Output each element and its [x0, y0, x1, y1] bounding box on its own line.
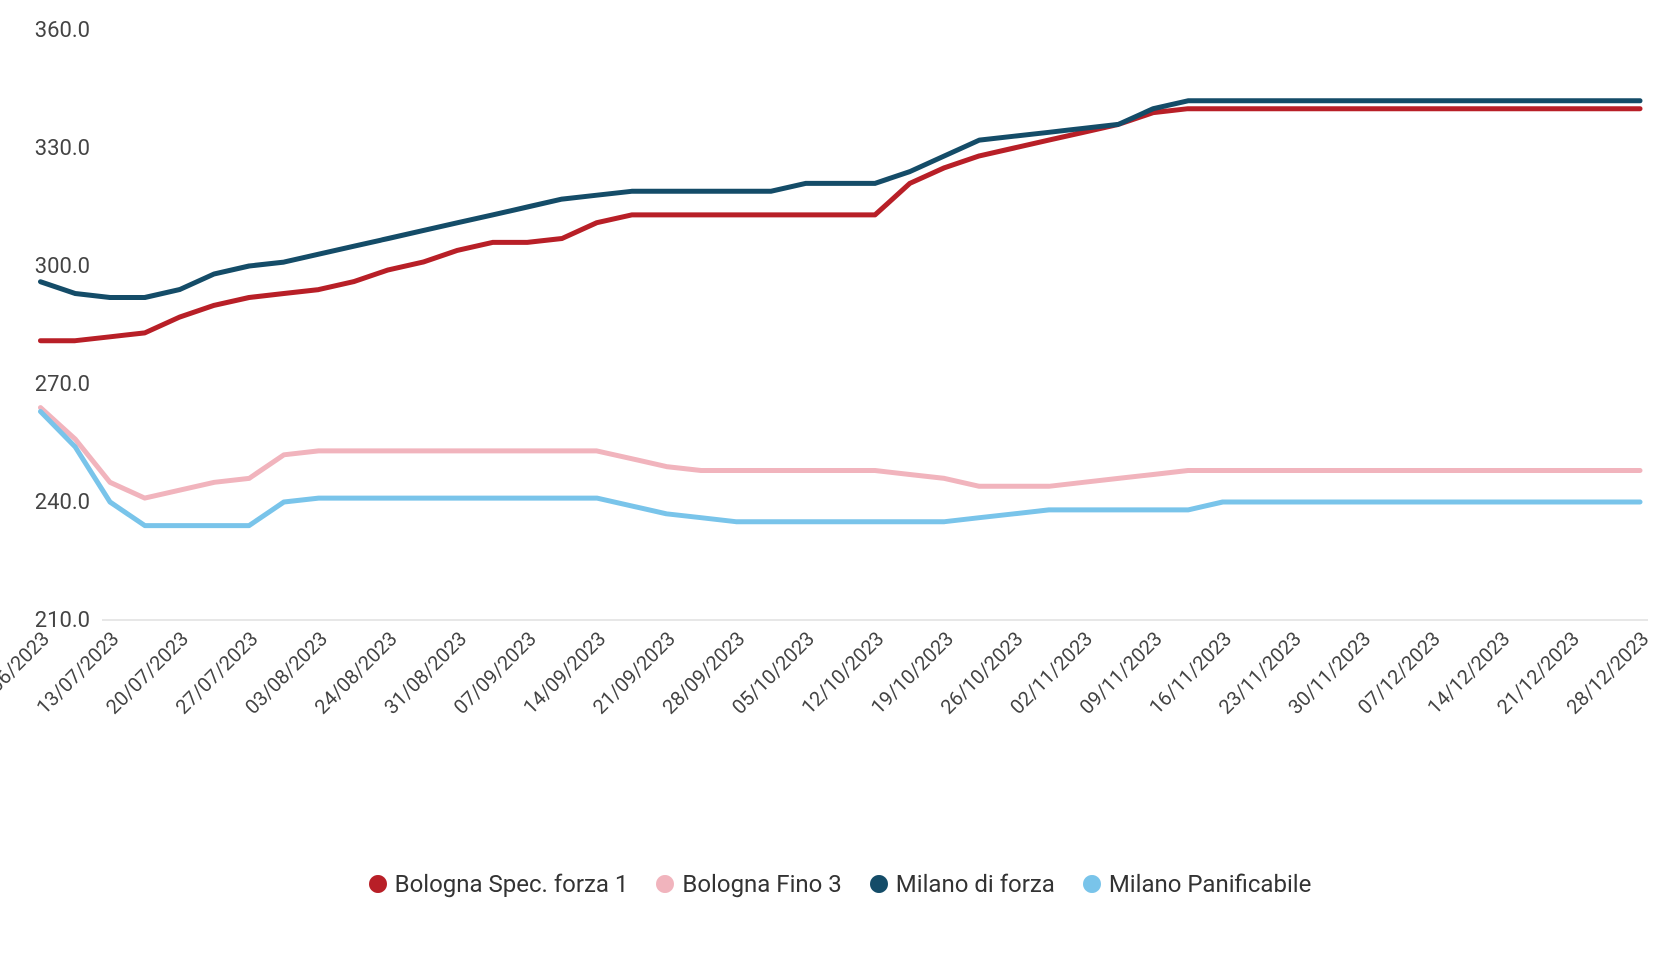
y-tick-label: 360.0 [35, 18, 90, 43]
legend-item: Milano Panificabile [1083, 870, 1312, 898]
series-line [41, 101, 1641, 298]
legend-item: Bologna Spec. forza 1 [369, 870, 629, 898]
chart-svg: 360.0330.0300.0270.0240.0210.008/06/2023… [0, 0, 1680, 820]
legend-item: Milano di forza [870, 870, 1055, 898]
legend-label: Milano Panificabile [1109, 870, 1312, 898]
legend-label: Milano di forza [896, 870, 1055, 898]
y-tick-label: 210.0 [35, 608, 90, 633]
chart-legend: Bologna Spec. forza 1 Bologna Fino 3 Milan… [0, 870, 1680, 898]
y-tick-label: 330.0 [35, 136, 90, 161]
legend-dot-icon [369, 875, 387, 893]
y-tick-label: 300.0 [35, 254, 90, 279]
legend-dot-icon [656, 875, 674, 893]
legend-dot-icon [1083, 875, 1101, 893]
legend-dot-icon [870, 875, 888, 893]
legend-label: Bologna Spec. forza 1 [395, 870, 629, 898]
series-line [41, 109, 1641, 341]
y-tick-label: 270.0 [35, 372, 90, 397]
legend-item: Bologna Fino 3 [656, 870, 841, 898]
series-line [41, 408, 1641, 499]
y-tick-label: 240.0 [35, 490, 90, 515]
line-chart: 360.0330.0300.0270.0240.0210.008/06/2023… [0, 0, 1680, 960]
legend-label: Bologna Fino 3 [682, 870, 841, 898]
